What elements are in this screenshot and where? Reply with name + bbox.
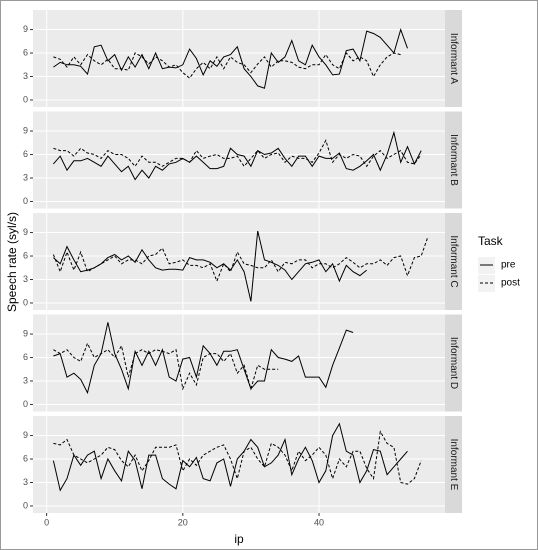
- panel-background: [33, 314, 445, 412]
- data-line: [53, 342, 279, 391]
- y-tick-label: 0: [23, 399, 28, 409]
- data-line: [53, 139, 422, 168]
- strip: [445, 111, 462, 209]
- strip-label: Informant D: [448, 337, 459, 389]
- panel-background: [33, 111, 445, 209]
- y-tick-label: 0: [23, 297, 28, 307]
- y-tick-label: 3: [23, 375, 28, 385]
- y-tick-label: 3: [23, 172, 28, 182]
- data-line: [53, 52, 401, 79]
- y-tick-label: 9: [23, 430, 28, 440]
- y-tick-label: 0: [23, 196, 28, 206]
- panel-background: [33, 416, 445, 513]
- legend-label: post: [501, 278, 520, 289]
- y-tick-label: 9: [23, 227, 28, 237]
- panel-background: [33, 10, 445, 107]
- y-tick-label: 3: [23, 71, 28, 81]
- strip-label: Informant B: [448, 134, 459, 186]
- data-line: [52, 236, 429, 283]
- strip-label: Informant E: [448, 439, 459, 491]
- y-tick-label: 6: [23, 453, 28, 463]
- x-tick-label: 40: [314, 517, 324, 527]
- y-tick-label: 9: [23, 125, 28, 135]
- y-axis-title: Speech rate (syl/s): [5, 212, 19, 312]
- x-tick-label: 0: [44, 517, 49, 527]
- strip: [445, 416, 462, 513]
- legend-title: Task: [478, 234, 504, 248]
- x-axis-title: ip: [234, 532, 244, 546]
- y-tick-label: 9: [23, 24, 28, 34]
- y-tick-label: 6: [23, 250, 28, 260]
- data-line: [53, 230, 368, 302]
- y-tick-label: 0: [23, 500, 28, 510]
- x-tick-label: 20: [178, 517, 188, 527]
- data-line: [53, 322, 354, 395]
- data-line: [53, 430, 422, 485]
- data-line: [53, 130, 422, 181]
- legend-label: pre: [501, 260, 516, 271]
- strip: [445, 213, 462, 310]
- strip-label: Informant A: [448, 33, 459, 84]
- y-tick-label: 0: [23, 94, 28, 104]
- y-tick-label: 9: [23, 328, 28, 338]
- data-line: [53, 27, 408, 89]
- strip: [445, 314, 462, 412]
- strip-label: Informant C: [448, 235, 459, 287]
- y-tick-label: 3: [23, 274, 28, 284]
- y-tick-label: 6: [23, 352, 28, 362]
- data-line: [52, 422, 408, 492]
- y-tick-label: 3: [23, 477, 28, 487]
- y-tick-label: 6: [23, 47, 28, 57]
- panel-background: [33, 213, 445, 310]
- y-tick-label: 6: [23, 149, 28, 159]
- strip: [445, 10, 462, 107]
